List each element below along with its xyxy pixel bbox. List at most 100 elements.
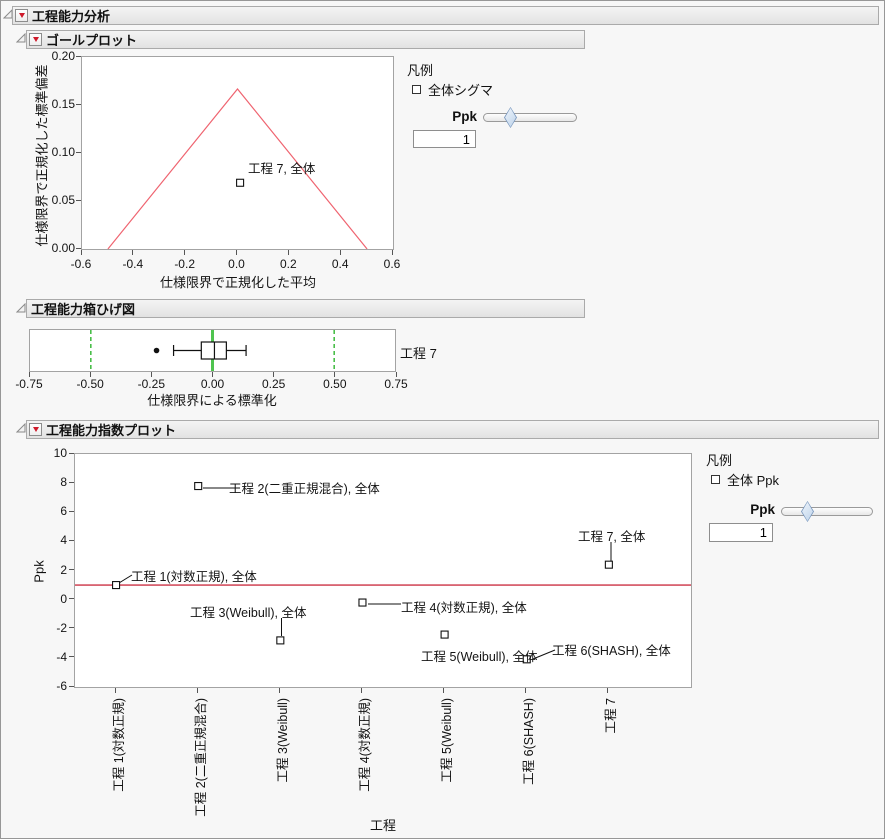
section-title: 工程能力分析 [32,9,111,24]
x-tick-mark [212,372,213,377]
outlier-point-marker[interactable] [153,347,160,354]
y-tick-label: 0.05 [51,193,75,207]
x-tick-label: 0.50 [323,377,347,391]
index-point-label: 工程 7, 全体 [578,530,646,544]
red-triangle-menu-button[interactable] [29,423,42,436]
red-triangle-icon [32,427,39,432]
red-triangle-menu-button[interactable] [15,9,28,22]
x-tick-mark [150,372,152,377]
box-plot-area[interactable] [29,329,396,372]
index-point-marker[interactable] [358,598,367,607]
category-tick-mark [196,688,198,693]
x-tick-label: -0.2 [174,257,195,271]
red-triangle-icon [32,37,39,42]
ppk-value-input[interactable] [413,130,476,148]
x-tick-mark [391,250,393,255]
section-header-index-plot: 工程能力指数プロット [26,420,879,439]
category-tick-mark [278,688,280,693]
index-point-label: 工程 2(二重正規混合), 全体 [229,482,380,496]
ppk-slider-thumb[interactable] [801,501,814,522]
y-tick-mark [69,481,74,483]
x-tick-mark [236,250,237,255]
index-point-label: 工程 6(SHASH), 全体 [552,644,671,658]
ppk-value-input[interactable] [709,523,773,542]
x-tick-label: 0.4 [331,257,349,271]
y-tick-mark [76,151,81,153]
ppk-slider-label: Ppk [750,502,775,517]
box-iqr-marker[interactable] [200,341,227,360]
disclosure-icon[interactable] [16,303,26,313]
label-connector-line [118,574,133,584]
box-plot-x-axis-label: 仕様限界による標準化 [147,393,277,408]
square-marker-icon [412,85,421,94]
index-plot-canvas [75,481,691,664]
y-tick-label: 2 [60,562,67,577]
y-tick-mark [69,685,74,687]
x-tick-label: 0.0 [228,257,245,271]
y-tick-label: -2 [56,620,67,635]
y-tick-label: 0.20 [51,49,75,63]
y-tick-label: 4 [60,533,67,548]
y-tick-mark [69,569,74,570]
y-tick-mark [69,510,74,512]
y-tick-mark [76,199,81,201]
x-tick-label: 0.75 [384,377,408,391]
legend-item: 全体シグマ [412,80,493,99]
index-point-marker[interactable] [276,636,285,645]
y-tick-label: 0.00 [51,241,75,255]
y-tick-label: 8 [60,475,67,490]
goal-plot-canvas [107,88,368,249]
category-label: 工程 7 [604,698,619,734]
x-tick-mark [287,250,289,255]
x-tick-label: -0.25 [137,377,165,391]
box-plot-canvas [90,330,335,371]
ppk-slider-thumb[interactable] [504,107,517,128]
index-point-marker[interactable] [112,581,121,590]
y-tick-label: 10 [53,446,67,460]
index-plot-area[interactable] [74,453,692,688]
index-point-marker[interactable] [604,560,613,569]
index-point-label: 工程 4(対数正規), 全体 [401,601,527,615]
disclosure-icon[interactable] [16,33,26,43]
section-title: 工程能力指数プロット [46,423,177,438]
x-tick-label: -0.4 [122,257,144,271]
ppk-slider-track[interactable] [781,507,873,516]
category-label: 工程 1(対数正規) [111,698,126,792]
x-tick-mark [80,250,82,255]
x-tick-mark [28,372,30,377]
category-label: 工程 2(二重正規混合) [193,698,208,817]
category-label: 工程 3(Weibull) [275,698,290,783]
label-connector-line [532,649,556,660]
x-tick-mark [89,372,91,377]
x-tick-label: 0.00 [200,377,225,391]
x-tick-label: -0.50 [76,377,104,391]
index-point-marker[interactable] [440,630,449,639]
y-tick-mark [69,627,74,629]
ppk-slider-label: Ppk [452,109,477,124]
goal-point-marker[interactable] [236,178,245,187]
category-label: 工程 5(Weibull) [440,698,455,783]
legend-item-label: 全体シグマ [428,83,494,98]
disclosure-icon[interactable] [16,423,26,433]
index-point-label: 工程 5(Weibull), 全体 [421,650,538,664]
ppk-slider-track[interactable] [483,113,577,122]
index-point-marker[interactable] [194,481,203,491]
goal-plot-area[interactable] [81,56,394,250]
x-tick-mark [132,250,134,255]
y-tick-mark [76,55,81,57]
index-point-label: 工程 1(対数正規), 全体 [131,570,257,584]
x-tick-label: 0.25 [261,377,286,391]
goal-point-label: 工程 7, 全体 [248,162,316,176]
category-tick-mark [114,688,116,693]
section-header-box-plot: 工程能力箱ひげ図 [26,299,585,318]
legend-item-label: 全体 Ppk [727,473,780,488]
index-point-marker[interactable] [522,655,531,664]
category-tick-mark [443,688,445,693]
goal-plot-x-axis-label: 仕様限界で正規化した平均 [159,275,316,290]
x-tick-label: -0.6 [70,257,92,271]
red-triangle-menu-button[interactable] [29,33,42,46]
category-label: 工程 4(対数正規) [357,698,372,792]
section-header-goal-plot: ゴールプロット [26,30,585,49]
y-tick-mark [76,103,81,105]
x-tick-label: 0.2 [279,257,297,271]
